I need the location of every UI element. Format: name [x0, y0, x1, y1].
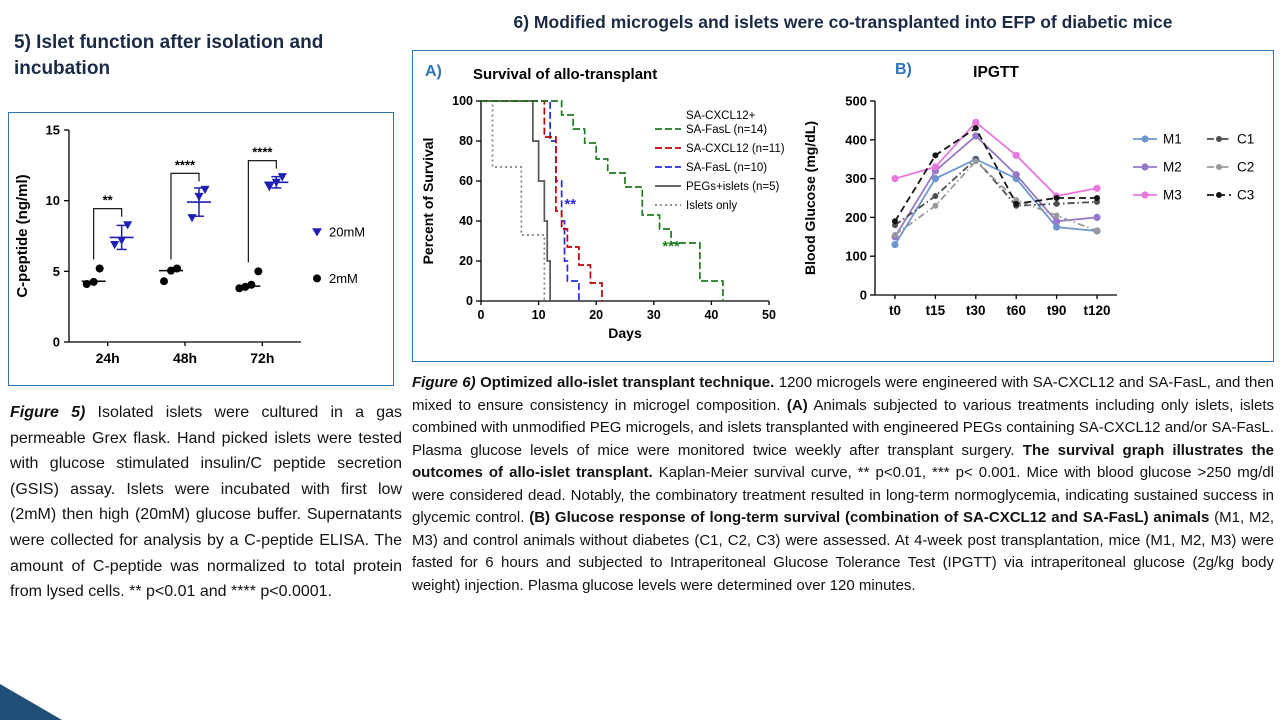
svg-text:30: 30 [647, 308, 661, 322]
gsis-scatter-chart: 0 5 10 15 C-peptide (ng/ml) 24h ** 48h **** 72h **… [11, 116, 393, 387]
svg-text:t15: t15 [926, 303, 946, 318]
svg-text:SA-CXCL12 (n=11): SA-CXCL12 (n=11) [686, 143, 785, 155]
svg-text:80: 80 [459, 134, 473, 148]
svg-text:Days: Days [608, 325, 642, 341]
svg-text:50: 50 [762, 308, 776, 322]
caption-segment: Animals subjected to various treatments … [412, 396, 1274, 459]
caption-segment: Optimized allo-islet transplant techniqu… [480, 374, 775, 391]
svg-text:72h: 72h [250, 350, 274, 366]
svg-text:****: **** [252, 145, 273, 160]
svg-text:60: 60 [459, 174, 473, 188]
caption-segment: Figure 5) [10, 404, 86, 421]
svg-text:24h: 24h [96, 350, 120, 366]
caption-segment: (M1, M2, M3) and control animals without… [412, 509, 1275, 594]
svg-text:****: **** [175, 157, 196, 172]
caption-segment: Isolated islets were cultured in a gas p… [10, 404, 403, 601]
caption-segment: Figure 6) [412, 374, 476, 391]
fig5-chart-box: 0 5 10 15 C-peptide (ng/ml) 24h ** 48h **** 72h **… [8, 112, 394, 386]
survival-km-svg: Survival of allo-transplant 0 20 40 60 80 100 0… [420, 66, 785, 341]
caption-segment: (A) [786, 396, 808, 414]
ipgtt-panel: B) IPGTT 0 100 200 300 400 500 t0 t15 t30 t60 t90 t1… [799, 55, 1267, 357]
svg-text:40: 40 [459, 214, 473, 228]
svg-text:SA-CXCL12+: SA-CXCL12+ [686, 110, 756, 122]
fig5-title: 5) Islet function after isolation and in… [14, 32, 324, 79]
panel-b-label: B) [895, 61, 912, 78]
svg-text:PEGs+islets (n=5): PEGs+islets (n=5) [686, 181, 779, 193]
fig6-charts-box: A) Survival of allo-transplant 0 20 40 60 80 1… [412, 50, 1274, 362]
svg-text:Percent of Survival: Percent of Survival [420, 138, 436, 265]
ipgtt-line-chart: IPGTT 0 100 200 300 400 500 t0 t15 t30 t60 t90 t120 B… [799, 55, 1267, 362]
svg-text:SA-FasL (n=10): SA-FasL (n=10) [686, 162, 767, 174]
svg-text:100: 100 [845, 249, 867, 264]
survival-panel: A) Survival of allo-transplant 0 20 40 60 80 1… [417, 55, 797, 357]
caption-segment: Kaplan-Meier survival curve, ** p<0.01, … [412, 464, 1274, 526]
svg-text:t0: t0 [889, 303, 901, 318]
svg-text:C2: C2 [1237, 160, 1254, 175]
svg-text:0: 0 [860, 288, 867, 303]
caption-segment: (B) Glucose response of long-term surviv… [529, 509, 1210, 526]
slide-corner-decoration [0, 684, 62, 720]
panel-a-label: A) [425, 63, 442, 80]
svg-text:t60: t60 [1006, 303, 1026, 318]
survival-km-chart: Survival of allo-transplant 0 20 40 60 80 100 0… [417, 55, 797, 362]
svg-text:2mM: 2mM [329, 271, 358, 286]
svg-text:20mM: 20mM [329, 224, 365, 239]
svg-text:10: 10 [532, 308, 546, 322]
svg-text:M2: M2 [1163, 160, 1182, 175]
svg-text:100: 100 [452, 94, 473, 108]
svg-text:0: 0 [53, 335, 60, 350]
svg-text:**: ** [103, 193, 114, 208]
fig6-caption: Figure 6) Optimized allo-islet transplan… [412, 372, 1274, 597]
svg-text:200: 200 [845, 210, 867, 225]
svg-text:C3: C3 [1237, 188, 1254, 203]
svg-text:t30: t30 [966, 303, 986, 318]
svg-text:SA-FasL (n=14): SA-FasL (n=14) [686, 124, 767, 136]
svg-text:C1: C1 [1237, 132, 1254, 147]
ipgtt-line-svg: IPGTT 0 100 200 300 400 500 t0 t15 t30 t60 t90 t120 B… [802, 64, 1254, 318]
svg-text:M3: M3 [1163, 188, 1182, 203]
svg-text:Blood Glucose (mg/dL): Blood Glucose (mg/dL) [802, 121, 818, 275]
svg-text:0: 0 [478, 308, 485, 322]
svg-text:t90: t90 [1047, 303, 1067, 318]
svg-text:0: 0 [466, 294, 473, 308]
fig5-caption: Figure 5) Isolated islets were cultured … [10, 400, 402, 605]
svg-text:5: 5 [53, 264, 60, 279]
svg-text:300: 300 [845, 171, 867, 186]
svg-text:***: *** [662, 238, 680, 255]
svg-text:IPGTT: IPGTT [973, 64, 1019, 81]
svg-text:10: 10 [46, 193, 60, 208]
svg-text:Islets only: Islets only [686, 200, 737, 212]
svg-text:**: ** [564, 196, 576, 213]
svg-text:15: 15 [46, 123, 60, 138]
gsis-scatter-svg: 0 5 10 15 C-peptide (ng/ml) 24h ** 48h **** 72h **… [14, 123, 365, 367]
svg-text:C-peptide (ng/ml): C-peptide (ng/ml) [14, 174, 31, 297]
caption-segment: 1200 microgels were engineered with SA-C… [412, 374, 1275, 414]
svg-text:20: 20 [459, 254, 473, 268]
svg-text:20: 20 [589, 308, 603, 322]
svg-text:400: 400 [845, 132, 867, 147]
svg-text:M1: M1 [1163, 132, 1182, 147]
svg-text:500: 500 [845, 94, 867, 109]
svg-text:40: 40 [704, 308, 718, 322]
caption-segment: The survival graph illustrates the outco… [412, 441, 1274, 482]
fig6-title: 6) Modified microgels and islets were co… [513, 12, 1173, 32]
svg-text:Survival of allo-transplant: Survival of allo-transplant [473, 66, 657, 83]
svg-text:48h: 48h [173, 350, 197, 366]
svg-text:t120: t120 [1083, 303, 1110, 318]
